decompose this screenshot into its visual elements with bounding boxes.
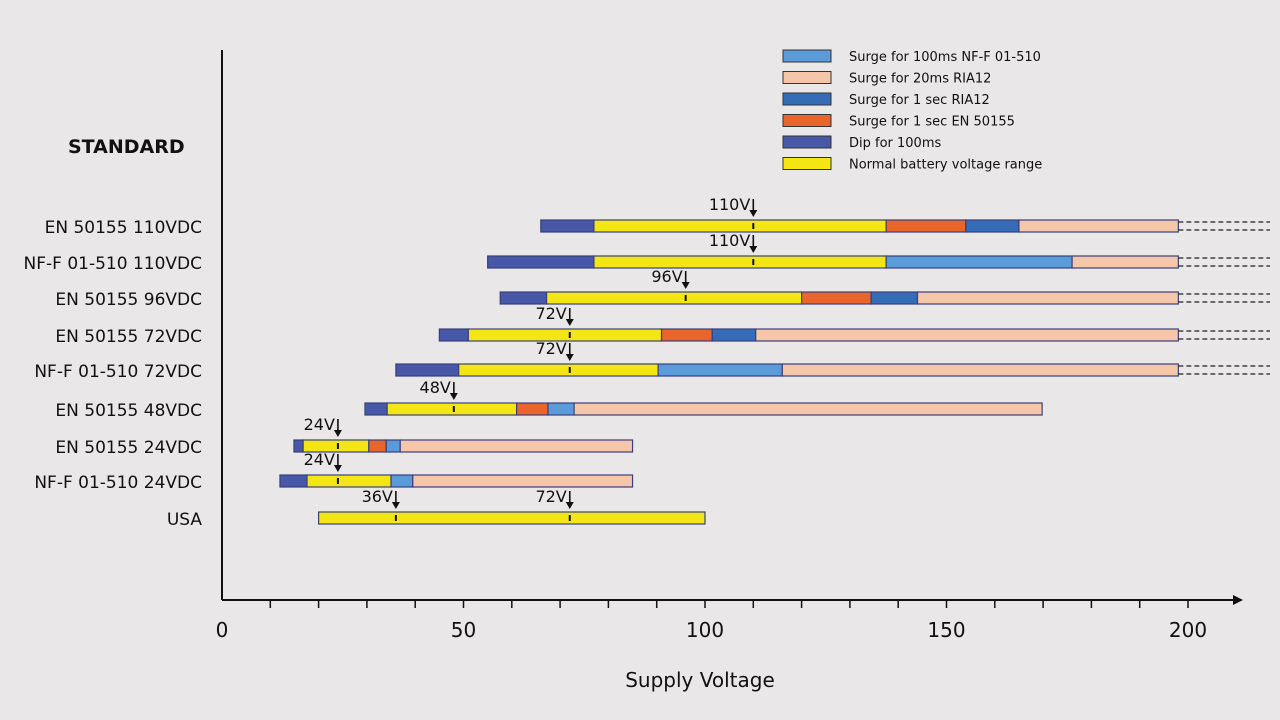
arrow-down-icon-head — [749, 210, 758, 217]
segment-dip — [364, 402, 388, 416]
legend-swatch-normal — [782, 157, 832, 170]
row-label: EN 50155 96VDC — [55, 290, 202, 310]
segment-surge20ria — [1018, 219, 1179, 233]
legend-swatch-surge1en — [782, 114, 832, 127]
row-label: NF-F 01-510 110VDC — [24, 254, 202, 274]
segment-surge1en — [368, 439, 387, 453]
segment-surge20ria — [755, 328, 1179, 342]
legend-swatch-surge1ria — [782, 92, 832, 106]
nominal-voltage-label: 24V — [304, 450, 335, 469]
legend-label-surge100nff: Surge for 100ms NF-F 01-510 — [849, 50, 1041, 65]
segment-dip — [438, 328, 469, 342]
segment-surge100nff — [885, 255, 1073, 269]
legend-label-dip: Dip for 100ms — [849, 136, 941, 151]
row-usa: USA 36V 72V — [167, 487, 706, 530]
arrow-down-icon-head — [449, 393, 458, 400]
segment-dip — [293, 439, 304, 453]
arrow-down-icon-head — [391, 502, 400, 509]
row-header: STANDARD — [68, 136, 185, 158]
legend-swatch-dip — [782, 135, 832, 149]
segment-surge20ria — [916, 291, 1179, 305]
legend-label-surge20ria: Surge for 20ms RIA12 — [849, 72, 991, 87]
segment-normal — [593, 255, 887, 269]
arrow-down-icon-head — [565, 319, 574, 326]
segment-surge1ria — [870, 291, 919, 305]
segment-surge20ria — [399, 439, 634, 453]
arrow-down-icon-head — [333, 465, 342, 472]
row-en-50155-48vdc: EN 50155 48VDC 48V — [55, 378, 1043, 421]
segment-surge100nff — [385, 439, 401, 453]
nominal-voltage-label: 72V — [535, 339, 566, 358]
segment-surge1en — [885, 219, 967, 233]
nominal-voltage-label: 24V — [304, 415, 335, 434]
nominal-voltage-label: 110V — [709, 231, 751, 250]
legend-swatch-surge20ria — [782, 71, 832, 84]
row-label: EN 50155 72VDC — [55, 327, 202, 347]
x-axis-label: Supply Voltage — [625, 668, 775, 692]
segment-dip — [540, 219, 595, 233]
segment-surge20ria — [781, 363, 1179, 377]
legend-label-normal: Normal battery voltage range — [849, 158, 1042, 173]
x-tick-label: 50 — [451, 618, 476, 642]
segment-surge20ria — [573, 402, 1043, 416]
segment-surge20ria — [412, 474, 634, 488]
x-tick-label: 100 — [686, 618, 724, 642]
segment-surge1en — [516, 402, 549, 416]
x-tick-label: 150 — [927, 618, 965, 642]
row-nf-f-01-510-72vdc: NF-F 01-510 72VDC 72V — [34, 339, 1270, 382]
row-nf-f-01-510-24vdc: NF-F 01-510 24VDC 24V — [34, 450, 634, 493]
legend-swatch-surge100nff — [782, 49, 832, 63]
segment-normal — [306, 474, 392, 488]
segment-surge1ria — [965, 219, 1020, 233]
row-en-50155-72vdc: EN 50155 72VDC 72V — [55, 304, 1270, 347]
arrow-down-icon-head — [681, 282, 690, 289]
x-tick-label: 0 — [216, 618, 229, 642]
segment-surge20ria — [1071, 255, 1179, 269]
segment-normal — [318, 511, 706, 525]
segment-surge100nff — [390, 474, 414, 488]
row-label: EN 50155 110VDC — [45, 218, 202, 238]
nominal-voltage-label: 72V — [535, 487, 566, 506]
segment-surge1en — [800, 291, 872, 305]
segment-surge1ria — [711, 328, 757, 342]
segment-normal — [458, 363, 659, 377]
segment-dip — [279, 474, 308, 488]
arrow-down-icon-head — [749, 246, 758, 253]
segment-surge100nff — [657, 363, 783, 377]
arrow-down-icon-head — [333, 430, 342, 437]
segment-normal — [545, 291, 803, 305]
row-en-50155-24vdc: EN 50155 24VDC 24V — [55, 415, 634, 458]
x-tick-label: 200 — [1169, 618, 1207, 642]
row-nf-f-01-510-110vdc: NF-F 01-510 110VDC 110V — [24, 231, 1270, 274]
arrow-down-icon-head — [565, 354, 574, 361]
row-label: NF-F 01-510 72VDC — [34, 362, 202, 382]
segment-dip — [395, 363, 460, 377]
row-en-50155-96vdc: EN 50155 96VDC 96V — [55, 267, 1270, 310]
row-label: EN 50155 24VDC — [55, 438, 202, 458]
nominal-voltage-label: 96V — [651, 267, 682, 286]
nominal-voltage-label: 110V — [709, 195, 751, 214]
row-label: USA — [167, 510, 203, 530]
x-axis-arrow — [1233, 595, 1243, 605]
legend-label-surge1en: Surge for 1 sec EN 50155 — [849, 115, 1015, 130]
row-label: NF-F 01-510 24VDC — [34, 473, 202, 493]
nominal-voltage-label: 72V — [535, 304, 566, 323]
row-en-50155-110vdc: EN 50155 110VDC 110V — [45, 195, 1270, 238]
row-label: EN 50155 48VDC — [55, 401, 202, 421]
segment-surge100nff — [547, 402, 575, 416]
segment-dip — [487, 255, 595, 269]
segment-normal — [386, 402, 518, 416]
segment-surge1en — [660, 328, 713, 342]
legend-label-surge1ria: Surge for 1 sec RIA12 — [849, 93, 990, 108]
arrow-down-icon-head — [565, 502, 574, 509]
nominal-voltage-label: 36V — [362, 487, 393, 506]
nominal-voltage-label: 48V — [420, 378, 451, 397]
segment-dip — [499, 291, 548, 305]
